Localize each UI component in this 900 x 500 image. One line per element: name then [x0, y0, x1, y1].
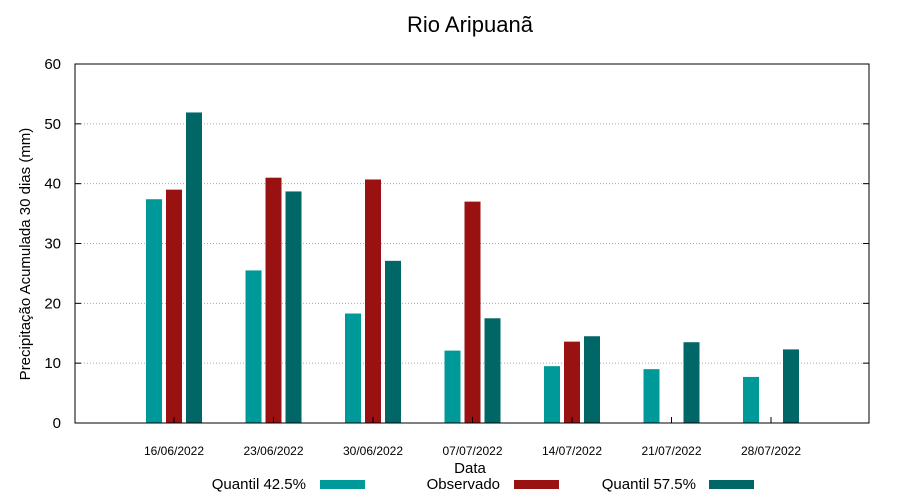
bar	[186, 112, 202, 423]
bar	[643, 369, 660, 423]
bar	[783, 349, 799, 423]
bar	[564, 341, 580, 423]
bar	[743, 376, 759, 423]
bar	[484, 318, 501, 423]
bar	[444, 350, 461, 423]
y-tick-label: 20	[44, 295, 61, 312]
legend-label: Observado	[427, 476, 500, 493]
y-tick-label: 0	[53, 415, 61, 432]
x-tick-label: 07/07/2022	[442, 444, 502, 458]
legend: Quantil 42.5% Observado Quantil 57.5%	[212, 476, 754, 493]
legend-swatch	[320, 480, 365, 489]
bar	[544, 366, 560, 423]
legend-swatch	[514, 480, 559, 489]
grid-lines	[75, 123, 869, 364]
x-axis: 16/06/2022 23/06/2022 30/06/2022 07/07/2022…	[144, 417, 801, 458]
legend-swatch	[709, 480, 754, 489]
y-tick-label: 50	[44, 116, 61, 133]
x-tick-label: 28/07/2022	[741, 444, 801, 458]
plot-frame	[74, 63, 870, 424]
x-axis-label: Data	[454, 460, 486, 477]
x-tick-label: 21/07/2022	[641, 444, 701, 458]
x-tick-label: 16/06/2022	[144, 444, 204, 458]
y-tick-label: 10	[44, 355, 61, 372]
bar	[345, 313, 361, 423]
bar	[265, 177, 282, 423]
x-tick-label: 30/06/2022	[343, 444, 403, 458]
legend-label: Quantil 57.5%	[602, 476, 696, 493]
y-tick-label: 30	[44, 236, 61, 253]
y-tick-label: 60	[44, 56, 61, 73]
bar	[385, 260, 401, 423]
chart-title: Rio Aripuanã	[407, 12, 534, 37]
bar	[365, 179, 381, 423]
y-axis-label: Precipitação Acumulada 30 dias (mm)	[17, 128, 34, 381]
bar-series	[146, 112, 799, 423]
x-tick-label: 14/07/2022	[542, 444, 602, 458]
bar	[146, 199, 162, 423]
bar	[166, 189, 182, 423]
y-tick-label: 40	[44, 176, 61, 193]
x-tick-label: 23/06/2022	[243, 444, 303, 458]
bar	[245, 270, 262, 423]
bar	[464, 201, 481, 423]
bar	[683, 342, 700, 423]
legend-label: Quantil 42.5%	[212, 476, 306, 493]
bar	[285, 191, 302, 423]
bar	[584, 336, 600, 423]
